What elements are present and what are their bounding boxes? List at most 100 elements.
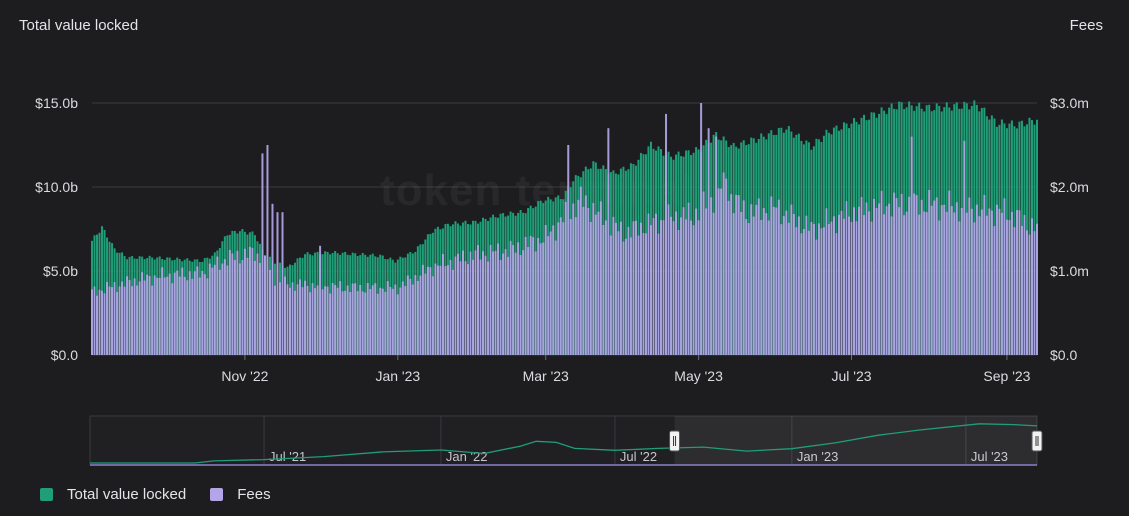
fee-bar <box>910 136 913 355</box>
fee-bar <box>945 211 948 355</box>
fee-bar <box>667 204 670 355</box>
fee-bar <box>933 200 936 355</box>
range-navigator[interactable]: Jul '21 Jan '22 Jul '22 Jan '23 Jul '23 <box>89 415 1043 466</box>
tvl-bar <box>96 234 99 355</box>
fee-bar <box>800 233 803 355</box>
fee-bar <box>454 256 457 355</box>
fee-bar <box>644 233 647 355</box>
fee-bar <box>221 263 224 355</box>
left-tick-label: $5.0b <box>43 263 78 279</box>
right-tick-label: $1.0m <box>1050 263 1089 279</box>
fee-bar <box>477 245 480 355</box>
fee-bar <box>284 276 287 355</box>
fee-bar <box>111 287 114 355</box>
fee-bar <box>554 240 557 355</box>
fee-bar <box>459 261 462 355</box>
fee-bar <box>176 270 179 355</box>
fee-bar <box>389 286 392 355</box>
fee-bar <box>677 230 680 355</box>
fee-bar <box>980 209 983 355</box>
fee-bar <box>126 276 129 355</box>
fee-bar <box>138 281 141 355</box>
fee-bar <box>572 203 575 355</box>
fee-bar <box>243 248 246 355</box>
fee-bar <box>685 219 688 355</box>
legend-item-fees[interactable]: Fees <box>210 486 271 503</box>
fee-bar <box>649 225 652 355</box>
fee-bar <box>271 203 274 355</box>
fee-bar <box>289 287 292 355</box>
fee-bar <box>592 203 595 355</box>
left-axis-title: Total value locked <box>19 17 139 34</box>
fee-bar <box>429 267 432 355</box>
fee-bar <box>266 145 269 355</box>
fee-bar <box>213 264 216 355</box>
fee-bar <box>953 212 956 355</box>
fee-bar <box>231 253 234 355</box>
fee-bar <box>745 219 748 355</box>
left-tick-label: $10.0b <box>35 179 78 195</box>
fee-bar <box>369 289 372 355</box>
fee-bar <box>251 247 254 355</box>
fee-bar <box>171 283 174 355</box>
fee-bar <box>241 260 244 355</box>
fee-bar <box>737 195 740 355</box>
fee-bar <box>416 280 419 355</box>
fee-bar <box>752 216 755 355</box>
fee-bar <box>527 247 530 355</box>
fee-bar <box>517 242 520 355</box>
fee-bar <box>341 291 344 355</box>
fee-bar <box>349 292 352 355</box>
fee-bar <box>960 207 963 355</box>
fee-bar <box>401 281 404 355</box>
fee-bar <box>396 294 399 355</box>
fee-bar <box>888 203 891 355</box>
fee-bar <box>840 210 843 355</box>
fee-bar <box>128 280 131 355</box>
fee-bar <box>968 197 971 355</box>
fee-bar <box>1010 211 1013 355</box>
navigator-handle-left[interactable] <box>669 430 681 452</box>
fee-bar <box>409 278 412 355</box>
fee-bar <box>166 276 169 355</box>
fee-bar <box>787 222 790 355</box>
fee-bar <box>1015 210 1018 355</box>
fee-bar <box>965 212 968 355</box>
navigator-tick-label: Jan '23 <box>797 449 839 464</box>
fee-bar <box>732 213 735 355</box>
fee-bar <box>670 216 673 355</box>
fee-bar <box>118 286 121 355</box>
fee-bar <box>564 201 567 355</box>
fee-bar <box>482 251 485 355</box>
navigator-tick-label: Jul '23 <box>971 449 1008 464</box>
fee-bar <box>835 233 838 355</box>
fee-bar <box>925 212 928 355</box>
fee-bar <box>898 207 901 355</box>
fee-bar <box>705 208 708 355</box>
fee-bar <box>236 250 239 355</box>
fee-bar <box>775 207 778 355</box>
fee-bar <box>316 285 319 355</box>
fee-bar <box>609 235 612 355</box>
fee-bar <box>594 214 597 355</box>
fee-bar <box>647 213 650 355</box>
fee-bar <box>314 288 317 355</box>
navigator-handle-right[interactable] <box>1031 430 1043 452</box>
fee-bar <box>106 281 109 355</box>
fee-bar <box>539 243 542 355</box>
fee-bar <box>434 263 437 355</box>
fee-bar <box>973 222 976 355</box>
fee-bar <box>304 280 307 355</box>
fee-bar <box>790 204 793 355</box>
fee-bar <box>198 277 201 355</box>
fee-bar <box>191 278 194 355</box>
fee-bar <box>436 265 439 355</box>
fee-bar <box>923 211 926 355</box>
fee-bar <box>346 285 349 355</box>
fee-bar <box>281 212 284 355</box>
fee-bar <box>306 285 309 355</box>
legend-item-tvl[interactable]: Total value locked <box>40 486 186 503</box>
fee-bar <box>344 290 347 355</box>
fee-bar <box>604 220 607 355</box>
